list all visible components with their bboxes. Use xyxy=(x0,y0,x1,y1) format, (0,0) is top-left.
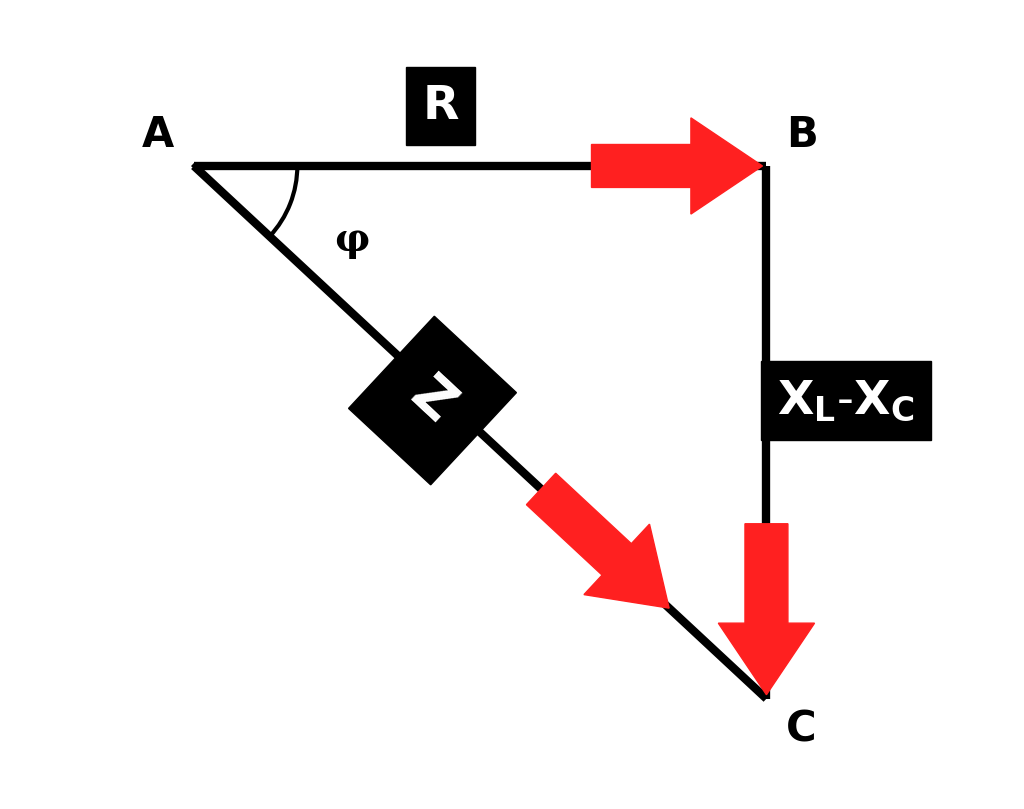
Text: C: C xyxy=(786,709,817,751)
FancyArrow shape xyxy=(592,118,763,214)
Text: $\mathbf{X_L}$-$\mathbf{X_C}$: $\mathbf{X_L}$-$\mathbf{X_C}$ xyxy=(777,378,914,423)
FancyArrow shape xyxy=(718,523,814,695)
Text: B: B xyxy=(786,114,818,156)
Text: A: A xyxy=(142,114,174,156)
Text: R: R xyxy=(422,84,459,129)
Text: Z: Z xyxy=(400,368,464,433)
Text: φ: φ xyxy=(335,221,370,259)
FancyArrow shape xyxy=(526,473,669,608)
